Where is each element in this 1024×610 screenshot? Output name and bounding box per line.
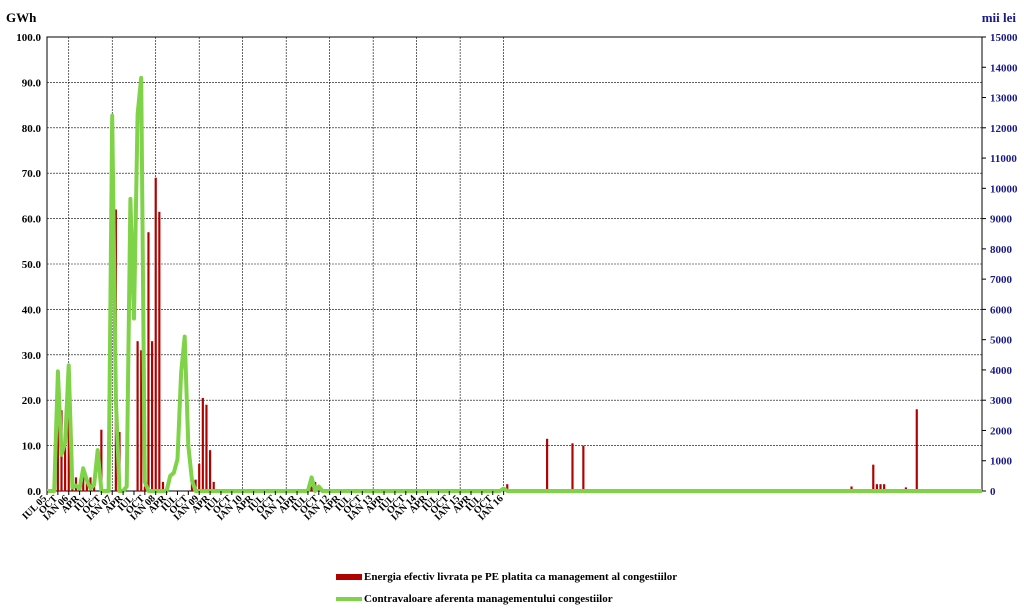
bar: [64, 441, 67, 491]
y-right-tick-label: 11000: [990, 153, 1017, 165]
y-right-tick-label: 13000: [990, 93, 1018, 105]
bar: [158, 211, 161, 492]
y-right-tick-label: 7000: [990, 274, 1013, 286]
bar: [198, 463, 201, 491]
bar: [154, 177, 157, 492]
y-right-tick-label: 12000: [990, 123, 1018, 135]
y-left-tick-label: 30.0: [22, 350, 42, 362]
bar: [147, 232, 150, 491]
y-right-tick-label: 2000: [990, 425, 1013, 437]
right-axis-unit: mii lei: [981, 10, 1016, 25]
legend-item-bars: Energia efectiv livrata pe PE platita ca…: [336, 566, 677, 588]
y-right-tick-label: 0: [990, 486, 996, 498]
bar: [875, 484, 878, 491]
legend-bar-label: Energia efectiv livrata pe PE platita ca…: [364, 571, 678, 583]
bar: [212, 481, 215, 491]
y-left-tick-label: 0.0: [27, 486, 41, 498]
y-left-tick-label: 80.0: [22, 123, 42, 135]
bar: [136, 341, 139, 491]
y-right-tick-label: 14000: [990, 62, 1018, 74]
y-right-tick-label: 10000: [990, 183, 1018, 195]
bar: [310, 486, 313, 491]
series-line: [47, 75, 982, 493]
bar: [883, 484, 886, 491]
bar: [151, 341, 154, 491]
bar: [546, 438, 549, 491]
bar: [506, 484, 509, 491]
bar: [56, 397, 59, 491]
y-left-tick-label: 20.0: [22, 395, 42, 407]
bar: [582, 445, 585, 491]
y-right-tick-label: 8000: [990, 244, 1013, 256]
bar: [879, 484, 882, 491]
left-axis-unit: GWh: [6, 10, 37, 25]
bar: [872, 464, 875, 491]
y-left-tick-label: 70.0: [22, 168, 42, 180]
bar: [205, 404, 208, 491]
bar: [201, 397, 204, 491]
bar: [100, 429, 103, 491]
y-left-tick-label: 40.0: [22, 304, 42, 316]
bar: [915, 409, 918, 491]
bar: [208, 450, 212, 491]
bar: [571, 443, 574, 491]
legend-item-line: Contravaloare aferenta managementului co…: [336, 588, 677, 610]
y-left-tick-label: 10.0: [22, 441, 42, 453]
bar: [82, 468, 85, 491]
bar: [140, 350, 143, 491]
y-left-tick-label: 50.0: [22, 259, 42, 271]
legend-bar-swatch: [336, 574, 362, 580]
legend-line-label: Contravaloare aferenta managementului co…: [364, 593, 613, 605]
y-left-tick-label: 60.0: [22, 214, 42, 226]
bar: [161, 481, 165, 491]
bar: [850, 486, 853, 491]
y-right-tick-label: 9000: [990, 214, 1013, 226]
y-right-tick-label: 6000: [990, 304, 1013, 316]
bar: [143, 486, 146, 491]
y-left-tick-label: 90.0: [22, 77, 42, 89]
y-right-tick-label: 15000: [990, 32, 1018, 44]
bar: [67, 395, 70, 491]
y-left-tick-label: 100.0: [16, 32, 41, 44]
legend: Energia efectiv livrata pe PE platita ca…: [336, 566, 677, 610]
y-right-tick-label: 1000: [990, 456, 1013, 468]
y-right-tick-label: 4000: [990, 365, 1013, 377]
legend-line-swatch: [336, 597, 362, 601]
y-right-tick-label: 3000: [990, 395, 1013, 407]
y-right-tick-label: 5000: [990, 335, 1013, 347]
